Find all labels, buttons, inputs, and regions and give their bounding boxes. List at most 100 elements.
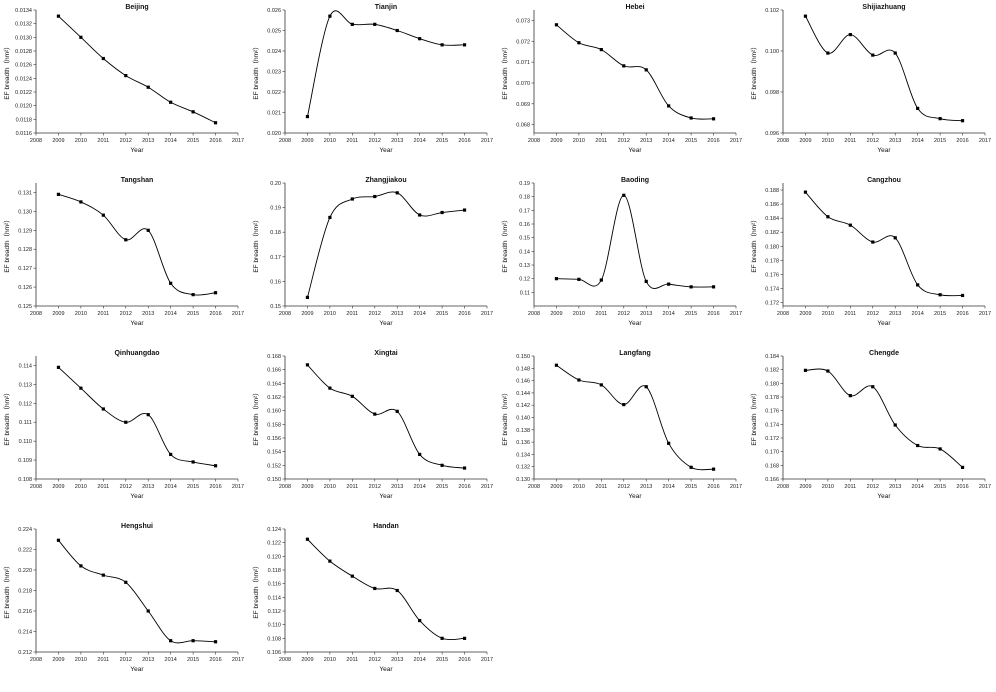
data-point (56, 538, 61, 542)
data-point (711, 467, 716, 471)
y-tick-label: 0.18 (270, 230, 281, 236)
data-point (803, 368, 808, 372)
y-tick-label: 0.220 (18, 568, 32, 574)
y-tick-label: 0.070 (516, 81, 530, 87)
y-tick-label: 0.16 (270, 279, 281, 285)
y-tick-label: 0.112 (19, 401, 32, 407)
y-tick-label: 0.138 (516, 428, 530, 434)
y-axis-label: EF breadth（hm²） (750, 216, 758, 272)
data-point (599, 48, 603, 52)
x-tick-label: 2016 (707, 311, 719, 317)
x-tick-label: 2011 (595, 138, 607, 144)
data-point (124, 420, 128, 424)
data-point (599, 278, 603, 282)
y-tick-label: 0.188 (765, 188, 779, 194)
y-tick-label: 0.122 (267, 541, 281, 547)
x-tick-label: 2011 (595, 311, 607, 317)
data-point (395, 409, 399, 413)
data-point (440, 43, 444, 47)
y-tick-label: 0.0122 (15, 90, 32, 96)
data-point (826, 369, 830, 373)
x-tick-label: 2012 (618, 484, 630, 490)
y-tick-label: 0.108 (18, 477, 32, 483)
x-tick-label: 2014 (663, 484, 675, 490)
chart-svg: 2008 2009 2010 2011 2012 2013 2014 2015 2016 2017… (501, 177, 742, 327)
y-tick-label: 0.114 (268, 595, 281, 601)
x-tick-label: 2009 (301, 484, 313, 490)
data-point (938, 117, 942, 121)
y-tick-label: 0.214 (18, 630, 32, 636)
y-tick-label: 0.069 (516, 102, 530, 108)
data-point (79, 386, 83, 390)
y-axis-label: EF breadth（hm²） (501, 389, 509, 445)
y-tick-label: 0.15 (270, 304, 281, 310)
x-tick-label: 2016 (209, 657, 221, 663)
x-tick-label: 2011 (97, 657, 109, 663)
y-tick-label: 0.14 (519, 249, 530, 255)
x-tick-label: 2013 (142, 138, 154, 144)
data-point (711, 117, 716, 121)
x-tick-label: 2013 (391, 657, 403, 663)
chart-panel: 2008 2009 2010 2011 2012 2013 2014 2015 2016 2017… (249, 0, 498, 173)
data-point (373, 412, 377, 416)
chart-panel: 2008 2009 2010 2011 2012 2013 2014 2015 2016 2017… (498, 173, 747, 346)
x-tick-label: 2009 (550, 138, 562, 144)
x-tick-label: 2016 (707, 138, 719, 144)
series-line (58, 367, 216, 467)
data-point (826, 51, 830, 55)
data-point (213, 121, 218, 125)
y-tick-label: 0.134 (516, 452, 530, 458)
x-tick-label: 2009 (52, 484, 64, 490)
data-point (395, 28, 399, 33)
y-axis-label: EF breadth（hm²） (3, 562, 11, 618)
x-tick-label: 2014 (165, 657, 177, 663)
data-point (938, 293, 942, 297)
chart-svg: 2008 2009 2010 2011 2012 2013 2014 2015 2016 2017… (3, 350, 244, 500)
data-point (916, 283, 920, 287)
x-tick-label: 2010 (324, 311, 336, 317)
x-axis-label: Year (379, 147, 393, 154)
x-tick-label: 2015 (436, 484, 448, 490)
y-tick-label: 0.144 (516, 391, 530, 397)
x-tick-label: 2012 (369, 138, 381, 144)
data-point (960, 293, 965, 298)
chart-title: Langfang (619, 350, 651, 357)
y-tick-label: 0.158 (267, 422, 281, 428)
x-tick-label: 2012 (120, 657, 132, 663)
y-tick-label: 0.162 (267, 395, 281, 401)
data-point (191, 293, 195, 297)
x-tick-label: 2014 (912, 484, 924, 490)
y-tick-label: 0.172 (765, 436, 779, 442)
x-tick-label: 2016 (956, 311, 968, 317)
chart-svg: 2008 2009 2010 2011 2012 2013 2014 2015 2016 2017… (750, 350, 991, 500)
chart-panel: 2008 2009 2010 2011 2012 2013 2014 2015 2016 2017… (0, 346, 249, 519)
y-tick-label: 0.102 (765, 8, 779, 14)
chart-title: Beijing (125, 4, 148, 11)
x-tick-label: 2008 (528, 311, 540, 317)
x-tick-label: 2017 (481, 311, 493, 317)
x-tick-label: 2015 (187, 484, 199, 490)
y-tick-label: 0.176 (765, 272, 779, 278)
y-tick-label: 0.0132 (15, 22, 32, 28)
y-tick-label: 0.096 (765, 131, 779, 137)
x-tick-label: 2011 (346, 484, 358, 490)
x-tick-label: 2017 (730, 138, 742, 144)
x-axis-label: Year (628, 320, 642, 327)
x-tick-label: 2017 (481, 657, 493, 663)
chart-svg: 2008 2009 2010 2011 2012 2013 2014 2015 2016 2017… (252, 523, 493, 673)
x-tick-label: 2010 (324, 484, 336, 490)
x-tick-label: 2016 (707, 484, 719, 490)
data-point (554, 363, 559, 367)
y-tick-label: 0.160 (267, 409, 281, 415)
y-tick-label: 0.168 (765, 463, 779, 469)
y-tick-label: 0.116 (268, 582, 281, 588)
x-tick-label: 2013 (142, 657, 154, 663)
y-tick-label: 0.072 (516, 39, 530, 45)
x-tick-label: 2013 (640, 138, 652, 144)
x-tick-label: 2009 (799, 138, 811, 144)
data-point (871, 385, 875, 389)
y-tick-label: 0.0134 (15, 8, 32, 14)
series-line (556, 24, 714, 120)
x-tick-label: 2015 (187, 311, 199, 317)
